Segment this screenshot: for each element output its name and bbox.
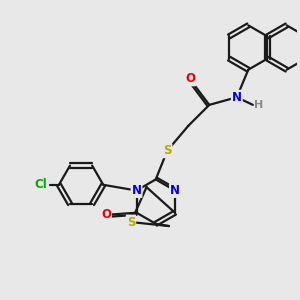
Text: O: O bbox=[101, 208, 111, 221]
Text: Cl: Cl bbox=[34, 178, 47, 191]
Text: N: N bbox=[131, 184, 142, 197]
Text: N: N bbox=[232, 91, 242, 104]
Text: N: N bbox=[170, 184, 180, 197]
Text: S: S bbox=[127, 216, 135, 229]
Text: S: S bbox=[163, 144, 172, 157]
Text: O: O bbox=[185, 72, 195, 86]
Text: H: H bbox=[254, 100, 263, 110]
